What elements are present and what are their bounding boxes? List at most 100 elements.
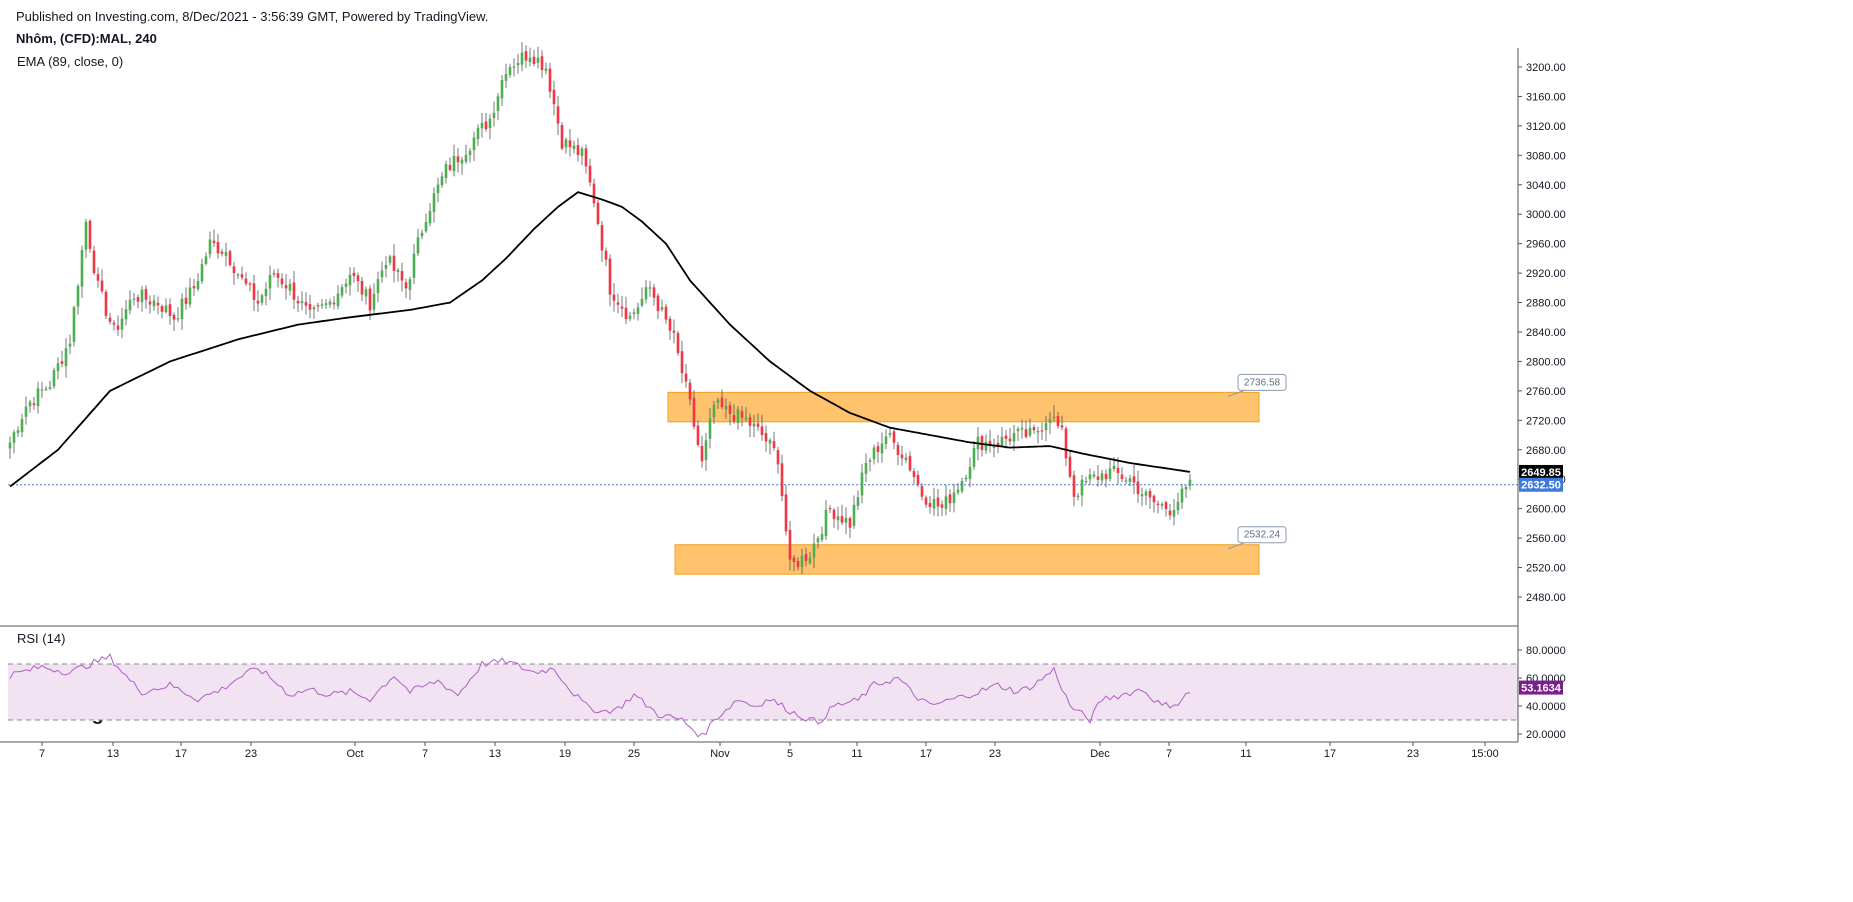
candle-body: [456, 156, 460, 163]
price-tick-label: 3080.00: [1526, 150, 1566, 162]
candle-body: [1056, 416, 1060, 427]
price-tick-label: 3200.00: [1526, 62, 1566, 74]
candle-body: [444, 164, 448, 178]
candle-body: [624, 307, 628, 320]
candle-body: [872, 447, 876, 460]
candle-body: [548, 68, 552, 92]
candle-body: [164, 305, 168, 313]
ema-price-tag-label: 2649.85: [1521, 467, 1561, 479]
candle-body: [1076, 495, 1080, 497]
ema-indicator-label[interactable]: EMA (89, close, 0): [17, 54, 124, 69]
candle-body: [1060, 425, 1064, 428]
candle-body: [864, 462, 868, 474]
candle-body: [92, 250, 96, 274]
candle-body: [712, 404, 716, 418]
time-tick-label: Dec: [1090, 748, 1110, 760]
candle-body: [1188, 479, 1192, 486]
candle-body: [212, 240, 216, 244]
candle-body: [956, 489, 960, 493]
candle-body: [532, 56, 536, 65]
candle-body: [608, 258, 612, 295]
price-tick-label: 2960.00: [1526, 239, 1566, 251]
time-tick-label: 25: [628, 748, 640, 760]
candle-body: [324, 303, 328, 306]
rsi-line[interactable]: [9, 652, 1191, 738]
candle-body: [208, 239, 212, 255]
candle-body: [540, 56, 544, 71]
time-tick-label: 13: [107, 748, 119, 760]
callout-box[interactable]: [1237, 373, 1287, 391]
candle-body: [8, 442, 12, 449]
candle-body: [272, 273, 276, 275]
candle-body: [404, 282, 408, 289]
candle-body: [412, 253, 416, 278]
candle-body: [24, 406, 28, 417]
candle-body: [20, 418, 24, 433]
ema-line[interactable]: [9, 191, 1191, 488]
candle-body: [416, 237, 420, 254]
candle-body: [648, 287, 652, 289]
candle-body: [440, 176, 444, 186]
candle-body: [1016, 428, 1020, 432]
zone-resistance[interactable]: [667, 391, 1260, 423]
candle-body: [304, 302, 308, 306]
candle-body: [612, 294, 616, 301]
candle-body: [132, 298, 136, 300]
candle-body: [984, 441, 988, 451]
candle-body: [932, 498, 936, 509]
candle-body: [904, 457, 908, 461]
candle-body: [888, 433, 892, 435]
candle-body: [868, 460, 872, 462]
last-price-tag-label: 2632.50: [1521, 480, 1561, 492]
candle-body: [968, 466, 972, 479]
candle-body: [472, 137, 476, 151]
candle-body: [1144, 491, 1148, 496]
candle-body: [516, 62, 520, 66]
candle-body: [192, 286, 196, 289]
candle-body: [148, 301, 152, 305]
zone-support[interactable]: [674, 544, 1260, 575]
price-tick-label: 2760.00: [1526, 386, 1566, 398]
candle-body: [1004, 435, 1008, 439]
candle-body: [600, 225, 604, 251]
candle-body: [1028, 427, 1032, 436]
candle-body: [360, 280, 364, 295]
candle-body: [920, 486, 924, 497]
candle-body: [424, 221, 428, 232]
candle-body: [924, 497, 928, 505]
candle-body: [104, 291, 108, 317]
candle-body: [980, 436, 984, 451]
candle-body: [524, 51, 528, 61]
candle-body: [308, 304, 312, 310]
zone-layer: 2736.58 2532.24: [667, 373, 1287, 575]
time-tick-label: 7: [422, 748, 428, 760]
candle-body: [64, 348, 68, 367]
candle-body: [1080, 479, 1084, 496]
rsi-indicator-label[interactable]: RSI (14): [17, 631, 66, 646]
candle-body: [196, 281, 200, 289]
candle-body: [80, 250, 84, 287]
candle-body: [468, 150, 472, 156]
candle-body: [732, 415, 736, 422]
price-tick-label: 2520.00: [1526, 563, 1566, 575]
candle-body: [172, 314, 176, 320]
candle-body: [1140, 494, 1144, 497]
candle-body: [688, 382, 692, 400]
candle-body: [348, 274, 352, 286]
candle-body: [588, 165, 592, 183]
candle-body: [996, 442, 1000, 447]
callout-box[interactable]: [1237, 526, 1287, 544]
candle-body: [948, 494, 952, 504]
candle-body: [400, 271, 404, 281]
chart-title: Nhôm, (CFD):MAL, 240: [16, 31, 157, 46]
candle-body: [340, 287, 344, 296]
time-tick-label: 7: [1166, 748, 1172, 760]
candle-body: [1052, 416, 1056, 418]
candle-body: [900, 454, 904, 459]
candle-body: [72, 307, 76, 342]
candle-body: [160, 306, 164, 312]
candle-body: [12, 432, 16, 443]
candle-body: [792, 557, 796, 563]
